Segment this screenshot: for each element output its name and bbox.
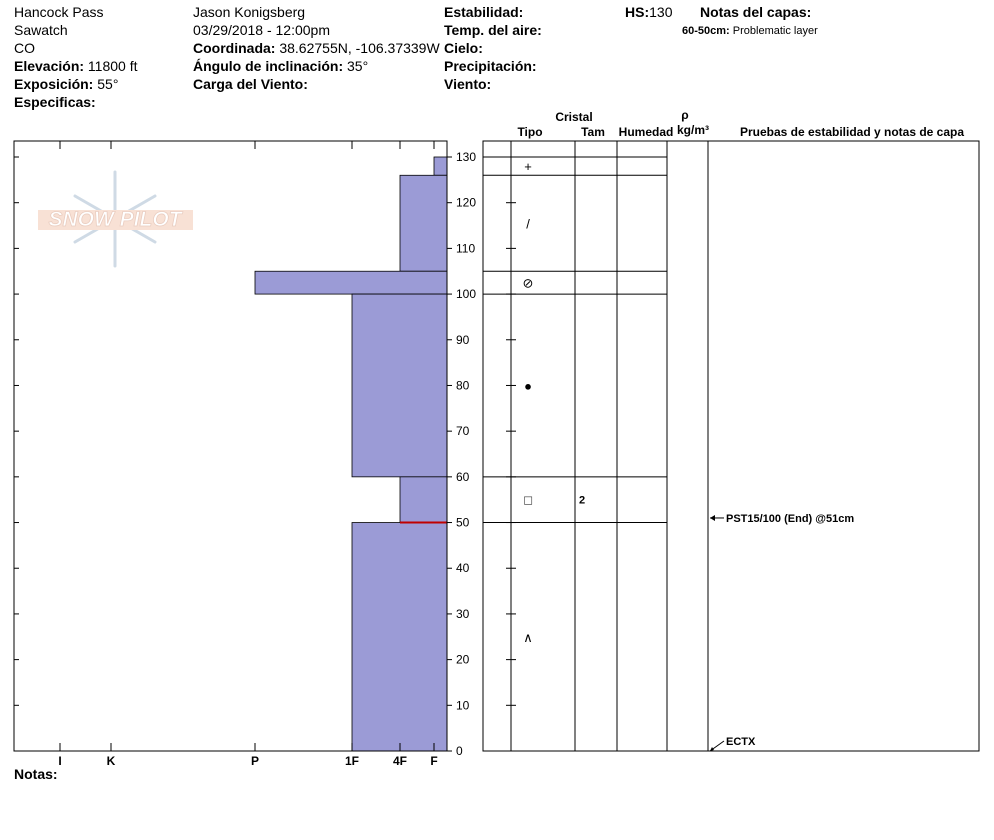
- range: 60-50cm:: [682, 25, 730, 37]
- grain-type: □: [524, 493, 532, 508]
- logo-band: [38, 210, 193, 230]
- label: Exposición:: [14, 76, 94, 92]
- hardness-tick-label: K: [107, 754, 116, 768]
- depth-tick-label: 80: [456, 378, 470, 392]
- depth-tick-label: 0: [456, 744, 463, 758]
- layer-bar: [433, 156, 448, 176]
- column-header: Tam: [581, 125, 605, 139]
- label: Carga del Viento:: [193, 76, 308, 92]
- field: Ángulo de inclinación: 35°: [193, 58, 368, 74]
- hardness-tick-label: I: [58, 754, 61, 768]
- layer-note: 60-50cm: Problematic layer: [682, 23, 818, 39]
- arrow-head: [710, 747, 714, 751]
- label: Temp. del aire:: [444, 22, 542, 38]
- column-header: Humedad: [619, 125, 674, 139]
- column-header: Tipo: [517, 125, 542, 139]
- layer-bar: [351, 293, 448, 478]
- depth-tick-label: 10: [456, 698, 470, 712]
- hardness-tick-label: P: [251, 754, 259, 768]
- value: 130: [649, 4, 673, 20]
- grain-type: /: [526, 216, 530, 231]
- depth-tick-label: 110: [456, 241, 475, 255]
- label: Notas del capas:: [700, 4, 812, 20]
- layer-bar: [399, 174, 448, 272]
- hardness-tick-label: 4F: [393, 754, 407, 768]
- test-label: PST15/100 (End) @51cm: [726, 513, 854, 525]
- layer-bar: [351, 522, 448, 752]
- label: Especificas:: [14, 94, 96, 110]
- grain-type: ∧: [523, 630, 533, 645]
- observer: Jason Konigsberg: [193, 4, 306, 20]
- layer-bar: [399, 476, 448, 523]
- field: Coordinada: 38.62755N, -106.37339W: [193, 40, 440, 56]
- logo: SNOW PILOT: [38, 170, 193, 268]
- grain-type: +: [524, 159, 532, 174]
- grain-type: ⊘: [523, 276, 534, 291]
- label: HS:: [625, 4, 650, 20]
- label: Notas:: [14, 766, 58, 782]
- test-label: ECTX: [726, 736, 756, 748]
- depth-tick-label: 70: [456, 424, 470, 438]
- field: HS:130: [625, 4, 672, 20]
- hardness-tick-label: 1F: [345, 754, 359, 768]
- column-header: ρ: [681, 108, 688, 122]
- depth-tick-label: 100: [456, 287, 476, 301]
- field: Elevación: 11800 ft: [14, 58, 137, 74]
- grain-size: 2: [579, 495, 585, 507]
- depth-tick-label: 40: [456, 561, 470, 575]
- depth-tick-label: 90: [456, 333, 470, 347]
- depth-tick-label: 120: [456, 196, 476, 210]
- hardness-tick-label: F: [430, 754, 437, 768]
- label: Estabilidad:: [444, 4, 524, 20]
- label: Coordinada:: [193, 40, 276, 56]
- depth-tick-label: 130: [456, 150, 476, 164]
- value: 11800 ft: [87, 58, 138, 74]
- location: Hancock Pass: [14, 4, 104, 20]
- location: CO: [14, 40, 35, 56]
- column-header: Pruebas de estabilidad y notas de capa: [740, 125, 964, 139]
- depth-tick-label: 60: [456, 470, 470, 484]
- label: Precipitación:: [444, 58, 537, 74]
- value: 55°: [97, 76, 119, 92]
- column-header: kg/m³: [677, 123, 709, 137]
- arrow-head: [710, 514, 715, 521]
- layer-frame: [482, 140, 980, 752]
- column-header: Cristal: [555, 110, 592, 124]
- logo-text: SNOW PILOT: [49, 208, 184, 231]
- depth-tick-label: 50: [456, 516, 470, 530]
- label: Ángulo de inclinación:: [193, 58, 344, 74]
- value: 35°: [347, 58, 369, 74]
- label: Viento:: [444, 76, 492, 92]
- note: Problematic layer: [732, 25, 818, 37]
- location: Sawatch: [14, 22, 68, 38]
- label: Elevación:: [14, 58, 85, 74]
- label: Cielo:: [444, 40, 483, 56]
- depth-tick-label: 30: [456, 607, 470, 621]
- hardness-frame: [13, 140, 448, 752]
- value: 38.62755N, -106.37339W: [279, 40, 440, 56]
- datetime: 03/29/2018 - 12:00pm: [193, 22, 330, 38]
- layer-bar: [254, 270, 448, 295]
- depth-tick-label: 20: [456, 653, 470, 667]
- field: Exposición: 55°: [14, 76, 118, 92]
- grain-type: ●: [524, 378, 532, 393]
